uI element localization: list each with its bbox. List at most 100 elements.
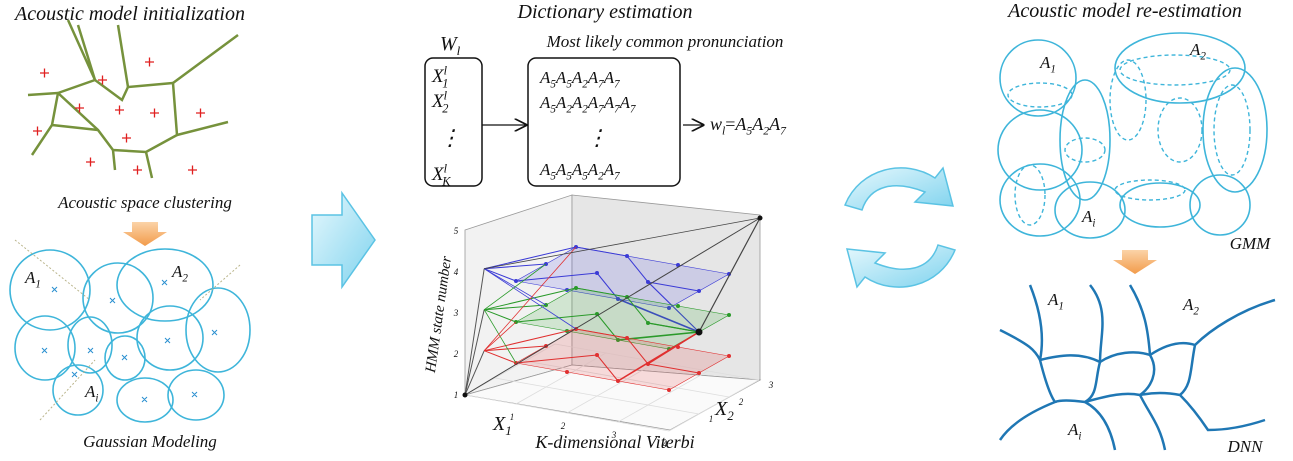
label-base: w — [710, 114, 722, 134]
label-base: A — [539, 68, 551, 87]
label: X1 — [492, 413, 512, 438]
label-sub: i — [95, 392, 98, 404]
label: GMM — [1230, 234, 1271, 253]
plot-line — [617, 370, 709, 423]
plot-line — [484, 217, 761, 270]
label-sub: l — [722, 125, 725, 138]
label-sub: 2 — [182, 272, 188, 284]
label-base: A — [751, 114, 764, 134]
label: 1 — [454, 390, 459, 400]
label: 5 — [454, 226, 459, 236]
plot-line — [575, 328, 628, 339]
label-base: A — [24, 268, 36, 287]
plot-line — [464, 309, 485, 396]
plot-node — [616, 338, 620, 342]
plot-node — [616, 297, 620, 301]
label-sub: 1 — [1058, 300, 1064, 312]
plot-node — [595, 271, 599, 275]
label-sub: i — [1078, 430, 1081, 442]
label-base: A — [587, 68, 599, 87]
label-base: A — [619, 93, 631, 112]
label: ⋮ — [586, 125, 608, 150]
plot-node — [646, 321, 650, 325]
plot-line — [484, 263, 547, 270]
label-sub: 2 — [1193, 305, 1199, 317]
gaussian-means — [41, 279, 218, 403]
plot-line — [464, 350, 485, 396]
observation-box — [424, 57, 483, 187]
plot-line — [698, 217, 761, 333]
plot-line — [484, 246, 577, 270]
plot-line — [464, 268, 485, 396]
plot-line — [484, 345, 547, 352]
label: Ai — [1067, 420, 1081, 442]
plot-line — [483, 321, 517, 351]
plot-line — [647, 363, 700, 374]
label: Most likely common pronunciation — [546, 32, 784, 51]
plot-node — [676, 345, 680, 349]
label: 4 — [663, 439, 668, 449]
label-sub: 5 — [566, 78, 572, 90]
label-base: A — [587, 93, 599, 112]
label-sub: 7 — [614, 78, 620, 90]
label-sub: 5 — [746, 125, 752, 138]
plot-line — [484, 268, 517, 282]
plot-line — [484, 328, 577, 352]
label-sub: 5 — [582, 170, 588, 182]
label: A1 — [24, 268, 41, 290]
plot-node — [574, 286, 578, 290]
plot-node — [595, 353, 599, 357]
label-base: A — [571, 160, 583, 179]
label-sub: 7 — [598, 103, 604, 115]
plot-node — [676, 304, 680, 308]
label-sub: K — [441, 175, 451, 189]
label: 1 — [709, 414, 714, 424]
label-sub: l — [457, 43, 461, 58]
label-sup: l — [444, 161, 448, 175]
plot-node — [625, 336, 629, 340]
label-sub: 2 — [566, 103, 572, 115]
label-base: A — [768, 114, 781, 134]
plot-node — [462, 392, 468, 398]
label-base: A — [1189, 40, 1201, 59]
plot-node — [646, 280, 650, 284]
label: Xl 1 — [431, 63, 448, 90]
label-base: X — [431, 91, 445, 112]
label: A1 — [1047, 290, 1064, 312]
result: wl=A5A2A7 — [710, 114, 787, 138]
label-base: A — [1081, 207, 1093, 226]
label: 1 — [510, 412, 515, 422]
plot-node — [695, 328, 703, 336]
dnn-boundaries — [998, 284, 1276, 451]
label-sup: l — [444, 63, 448, 77]
big-arrow — [311, 190, 376, 290]
plot-node — [514, 279, 518, 283]
plot-line — [668, 379, 760, 432]
label-sub: 2 — [1200, 50, 1206, 62]
label-sub: 7 — [780, 125, 787, 138]
down-arrow — [1113, 250, 1157, 274]
label-base: X — [714, 398, 728, 420]
label-base: A — [171, 262, 183, 281]
label-sub: 2 — [763, 125, 769, 138]
label-sub: 7 — [614, 170, 620, 182]
plot-node — [667, 306, 671, 310]
label-base: A — [1067, 420, 1079, 439]
plot-line — [626, 337, 649, 365]
plot-node — [757, 215, 763, 221]
down-arrow — [123, 222, 167, 246]
plot-node — [565, 370, 569, 374]
label-sub: 2 — [598, 170, 604, 182]
label: Wl — [440, 33, 461, 58]
label: ⋮ — [439, 125, 461, 150]
label-sub: 2 — [727, 408, 734, 423]
label-base: A — [1039, 53, 1051, 72]
label: Dictionary estimation — [517, 1, 693, 23]
plot-node — [616, 379, 620, 383]
label-sub: 5 — [566, 170, 572, 182]
label-base: A — [571, 93, 583, 112]
label: 2 — [561, 421, 566, 431]
label: 3 — [453, 308, 459, 318]
label: Acoustic space clustering — [57, 193, 232, 212]
